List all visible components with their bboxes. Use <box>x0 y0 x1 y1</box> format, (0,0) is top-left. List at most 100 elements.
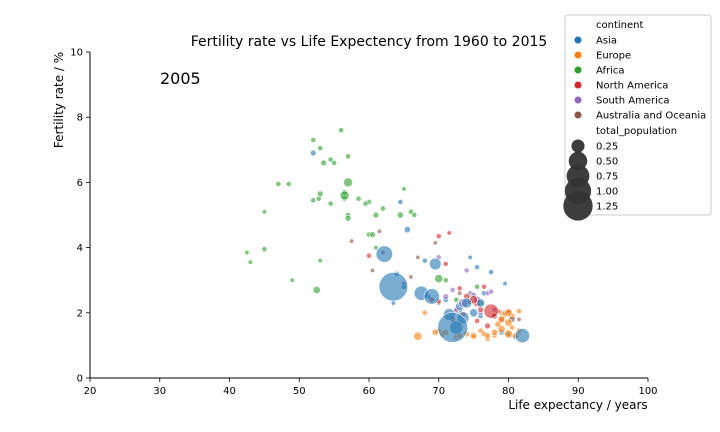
data-point <box>442 260 449 267</box>
data-point <box>457 290 463 296</box>
data-point <box>317 258 323 264</box>
y-tick-label: 10 <box>70 48 83 59</box>
data-point <box>467 254 473 260</box>
data-point <box>401 186 407 192</box>
x-tick-label: 100 <box>638 386 657 397</box>
data-point <box>320 159 327 167</box>
data-point <box>432 240 438 246</box>
y-tick-label: 4 <box>77 243 83 254</box>
data-point <box>375 245 393 263</box>
legend-swatch <box>574 96 582 104</box>
data-point <box>434 274 444 284</box>
legend-size-label: 0.50 <box>596 157 618 168</box>
y-axis-label: Fertility rate / % <box>52 52 66 148</box>
data-point <box>380 205 386 212</box>
legend-swatch <box>574 51 582 59</box>
legend-entry: Africa <box>596 66 625 77</box>
data-point <box>516 316 522 322</box>
data-point <box>442 293 449 300</box>
data-point <box>423 288 440 305</box>
legend-frame <box>564 14 712 216</box>
legend-size-marker <box>563 191 593 221</box>
data-point <box>491 328 499 336</box>
data-point <box>261 246 268 253</box>
data-point <box>362 200 369 207</box>
legend-entry: Asia <box>596 36 617 47</box>
data-point <box>474 318 481 324</box>
data-point <box>421 309 428 316</box>
data-point <box>372 211 380 219</box>
legend-swatch <box>574 111 582 119</box>
x-tick-label: 50 <box>293 386 306 397</box>
year-annotation: 2005 <box>160 69 201 88</box>
data-point <box>355 195 362 202</box>
legend-swatch <box>574 81 582 89</box>
data-point <box>309 149 317 157</box>
data-point <box>488 288 494 295</box>
data-point <box>310 137 317 143</box>
legend-size-label: 1.00 <box>596 187 618 198</box>
data-point <box>317 145 324 152</box>
data-point <box>504 329 513 339</box>
legend-size-marker <box>571 139 585 153</box>
data-point <box>312 285 321 294</box>
data-point <box>463 267 470 274</box>
data-point <box>497 315 506 324</box>
data-point <box>509 324 515 331</box>
data-point <box>429 257 442 271</box>
legend-size-title: total_population <box>596 126 677 137</box>
data-point <box>413 331 423 341</box>
data-point <box>261 209 267 215</box>
data-point <box>327 200 334 207</box>
data-point <box>397 199 404 205</box>
data-point <box>421 257 428 264</box>
legend-size-label: 0.25 <box>596 142 618 153</box>
data-point <box>437 312 468 343</box>
y-tick-label: 0 <box>77 374 83 385</box>
x-tick-label: 40 <box>223 386 236 397</box>
legend-swatch <box>574 36 582 44</box>
data-point <box>408 274 414 280</box>
data-point <box>316 190 324 198</box>
data-point <box>470 332 478 340</box>
data-point <box>442 277 449 284</box>
legend-entry: Europe <box>596 51 631 62</box>
data-point <box>481 283 488 290</box>
data-point <box>453 296 460 303</box>
data-point <box>343 177 353 188</box>
data-point <box>331 159 338 166</box>
legend-entry: South America <box>596 96 670 107</box>
data-point <box>247 259 253 265</box>
chart-title: Fertility rate vs Life Expectency from 1… <box>191 34 548 50</box>
data-point <box>369 231 376 238</box>
data-point <box>488 269 494 275</box>
y-tick-label: 2 <box>77 308 83 319</box>
y-tick-label: 6 <box>77 178 83 189</box>
data-point <box>449 287 456 293</box>
data-point <box>469 308 479 318</box>
data-point <box>344 215 352 222</box>
data-point <box>390 300 396 306</box>
data-point <box>403 226 411 234</box>
data-point <box>310 197 317 204</box>
data-point <box>289 277 295 283</box>
data-point <box>456 285 463 292</box>
y-tick-label: 8 <box>77 113 83 124</box>
plot-points <box>244 127 530 344</box>
data-point <box>474 264 481 271</box>
data-point <box>345 153 351 160</box>
data-point <box>376 228 383 234</box>
data-point <box>366 252 372 259</box>
data-point <box>285 181 292 187</box>
data-point <box>514 328 530 344</box>
data-point <box>338 127 345 134</box>
data-point <box>446 230 452 236</box>
data-point <box>502 280 508 287</box>
data-point <box>484 332 491 339</box>
legend-size-label: 1.25 <box>596 202 618 213</box>
data-point <box>483 303 499 319</box>
legend-entry: North America <box>596 81 668 92</box>
x-tick-label: 90 <box>572 386 585 397</box>
data-point <box>411 212 418 218</box>
x-tick-label: 70 <box>432 386 445 397</box>
